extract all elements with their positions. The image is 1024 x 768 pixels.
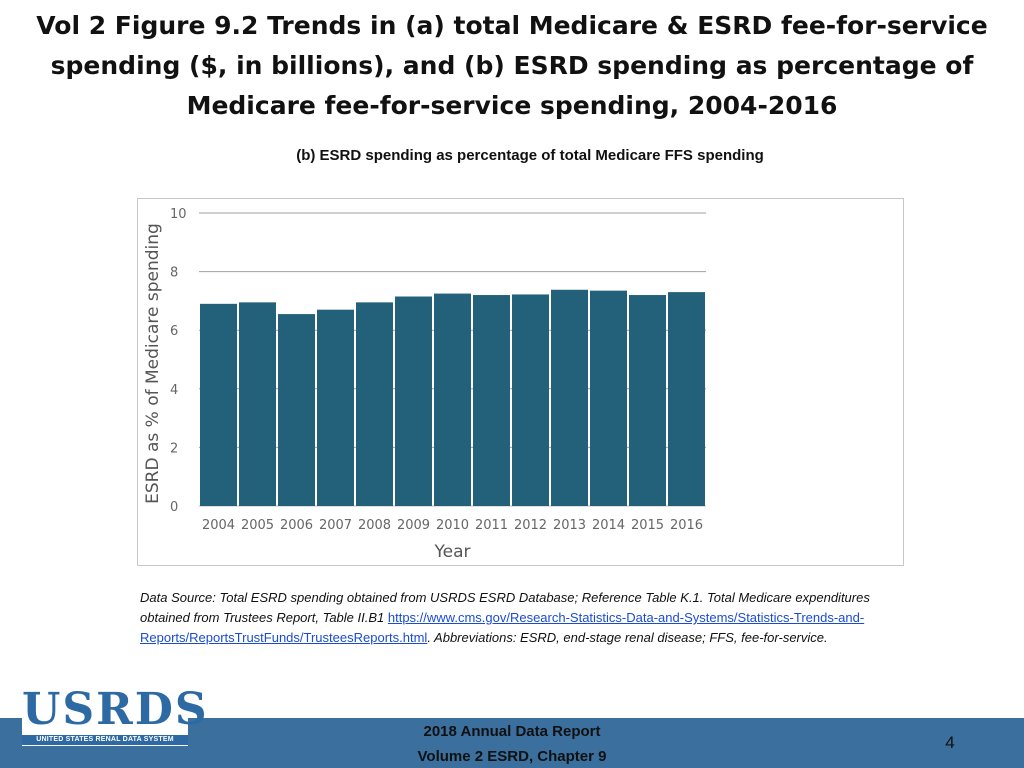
x-tick-label: 2015 [631,518,664,533]
bar-2009: 2009: 7.15 [395,296,432,506]
footer-line-2: Volume 2 ESRD, Chapter 9 [417,748,607,765]
y-tick-label: 0 [170,500,178,515]
bar-2007: 2007: 6.7 [317,309,354,506]
data-source-note: Data Source: Total ESRD spending obtaine… [140,588,900,648]
x-axis-title: Year [434,542,471,562]
x-tick-label: 2005 [241,518,274,533]
bar-2011: 2011: 7.2 [473,295,510,506]
bar-2013: 2013: 7.38 [551,289,588,506]
source-text-after: . Abbreviations: ESRD, end-stage renal d… [427,630,828,645]
y-tick-label: 4 [170,383,178,398]
y-tick-label: 10 [170,207,187,222]
x-tick-label: 2011 [475,518,508,533]
x-tick-label: 2006 [280,518,313,533]
footer-report-title: 2018 Annual Data Report Volume 2 ESRD, C… [380,719,644,768]
page-number: 4 [945,733,955,752]
logo-wordmark: USRDS [22,684,209,735]
x-tick-label: 2009 [397,518,430,533]
x-tick-label: 2008 [358,518,391,533]
bar-2016: 2016: 7.3 [668,292,705,506]
title-line-2: spending ($, in billions), and (b) ESRD … [50,51,974,80]
chart-title: (b) ESRD spending as percentage of total… [296,147,764,164]
x-tick-label: 2007 [319,518,352,533]
bar-2006: 2006: 6.55 [278,314,315,506]
y-axis-title: ESRD as % of Medicare spending [143,223,163,504]
logo-tagline: UNITED STATES RENAL DATA SYSTEM [22,735,188,745]
slide-title: Vol 2 Figure 9.2 Trends in (a) total Med… [20,6,1004,126]
x-tick-label: 2016 [670,518,703,533]
y-tick-label: 8 [170,266,178,281]
cms-trustees-link[interactable]: https://www.cms.gov/Research-Statistics-… [140,610,865,645]
footer-line-1: 2018 Annual Data Report [423,723,601,740]
bar-2010: 2010: 7.25 [434,293,471,506]
x-tick-label: 2010 [436,518,469,533]
bar-2005: 2005: 6.95 [239,302,276,506]
y-tick-label: 2 [170,441,178,456]
x-tick-label: 2012 [514,518,547,533]
y-tick-label: 6 [170,324,178,339]
title-line-1: Vol 2 Figure 9.2 Trends in (a) total Med… [36,11,988,40]
source-text-before: Data Source: Total ESRD spending obtaine… [140,590,870,625]
x-tick-label: 2013 [553,518,586,533]
bar-2008: 2008: 6.95 [356,302,393,506]
x-tick-label: 2014 [592,518,625,533]
bar-2014: 2014: 7.35 [590,290,627,506]
bar-2015: 2015: 7.2 [629,295,666,506]
usrds-logo: USRDS UNITED STATES RENAL DATA SYSTEM [22,684,207,746]
bar-2012: 2012: 7.22 [512,294,549,506]
bar-2004: 2004: 6.9 [200,303,237,506]
title-line-3: Medicare fee-for-service spending, 2004-… [186,91,838,120]
x-tick-label: 2004 [202,518,235,533]
